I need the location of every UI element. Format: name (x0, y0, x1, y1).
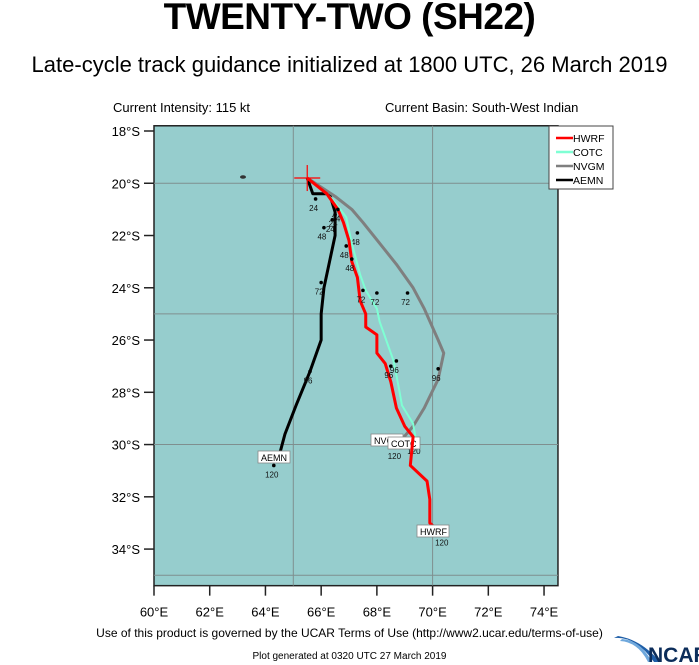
forecast-hour-label: 48 (340, 251, 349, 260)
forecast-point (308, 369, 312, 374)
track-map: 60°E 62°E 64°E 66°E 68°E 70°E 72°E 74°E 18°S 20°S… (112, 124, 614, 620)
track-line (306, 177, 417, 440)
plot-generated-text: Plot generated at 0320 UTC 27 March 2019 (252, 651, 447, 662)
current-intensity: Current Intensity: 115 kt (113, 100, 251, 115)
forecast-point (405, 291, 410, 295)
svg-text:NCAR: NCAR (648, 644, 699, 665)
y-tick-label: 34°S (112, 542, 141, 557)
forecast-hour-label: 72 (356, 295, 365, 304)
y-tick-label: 30°S (112, 438, 141, 453)
legend-label-cotc: COTC (573, 147, 603, 159)
forecast-point (344, 244, 349, 248)
legend-label-aemn: AEMN (573, 175, 603, 187)
storm-title: TWENTY-TWO (SH22) (163, 0, 536, 37)
forecast-hour-label: 72 (315, 288, 324, 297)
x-tick-label: 62°E (196, 605, 225, 620)
legend: HWRF COTC NVGM AEMN (548, 125, 614, 190)
forecast-point (336, 207, 340, 212)
x-tick-label: 70°E (418, 605, 447, 620)
forecast-point (394, 359, 399, 363)
model-label: AEMN (261, 453, 287, 463)
y-tick-label: 32°S (112, 490, 141, 505)
forecast-point (355, 231, 360, 235)
forecast-point (333, 212, 337, 217)
guidance-subtitle: Late-cycle track guidance initialized at… (31, 52, 668, 77)
model-label: COTC (391, 439, 417, 449)
forecast-point (271, 463, 276, 468)
forecast-hour-label: 96 (432, 374, 441, 383)
forecast-hour-label: 96 (390, 366, 399, 375)
ncar-logo: NCAR (614, 636, 699, 665)
model-label-box (257, 450, 291, 464)
x-tick-label: 68°E (363, 605, 392, 620)
forecast-hour-label: 96 (304, 376, 313, 385)
model-label: NVGM (374, 436, 401, 446)
map-area (153, 125, 559, 587)
y-tick-label: 28°S (112, 385, 141, 400)
y-tick-label: 20°S (112, 176, 141, 191)
x-tick-label: 60°E (140, 605, 169, 620)
forecast-hour-label: 120 (388, 452, 402, 461)
x-tick-label: 72°E (474, 605, 503, 620)
forecast-hour-label: 24 (331, 214, 340, 223)
track-line (306, 176, 442, 535)
y-tick-label: 26°S (112, 333, 141, 348)
forecast-hour-label: 24 (329, 220, 338, 229)
forecast-hour-label: 48 (345, 264, 354, 273)
current-basin: Current Basin: South-West Indian (385, 100, 579, 115)
terms-of-use-text: Use of this product is governed by the U… (96, 626, 603, 640)
x-tick-label: 64°E (251, 605, 280, 620)
track-line (306, 176, 446, 441)
forecast-point (322, 225, 326, 230)
legend-label-hwrf: HWRF (573, 133, 605, 145)
y-tick-label: 24°S (112, 281, 141, 296)
forecast-point (436, 366, 440, 371)
y-tick-label: 22°S (112, 229, 141, 244)
legend-label-nvgm: NVGM (573, 161, 605, 173)
forecast-point (313, 197, 318, 201)
forecast-hour-label: 72 (370, 298, 379, 307)
x-tick-label: 66°E (307, 605, 336, 620)
forecast-point (375, 291, 379, 295)
forecast-point (319, 280, 323, 285)
y-tick-label: 18°S (112, 124, 141, 139)
forecast-point (389, 364, 393, 368)
legend-box (548, 125, 614, 190)
forecast-hour-label: 48 (351, 238, 360, 247)
x-tick-label: 74°E (530, 605, 559, 620)
forecast-hour-label: 72 (401, 298, 410, 307)
forecast-hour-label: 120 (265, 470, 279, 479)
forecast-point (350, 257, 354, 261)
forecast-point (361, 288, 365, 293)
island-marker (240, 175, 246, 179)
model-label-box (416, 524, 450, 538)
forecast-hour-label: 120 (407, 447, 421, 456)
model-label: HWRF (420, 527, 447, 537)
forecast-hour-label: 48 (317, 233, 326, 242)
forecast-hour-label: 120 (435, 538, 449, 547)
forecast-point (330, 218, 335, 222)
forecast-hour-label: 24 (309, 204, 318, 213)
forecast-hour-label: 96 (384, 371, 393, 380)
forecast-hour-label: 24 (326, 225, 335, 234)
